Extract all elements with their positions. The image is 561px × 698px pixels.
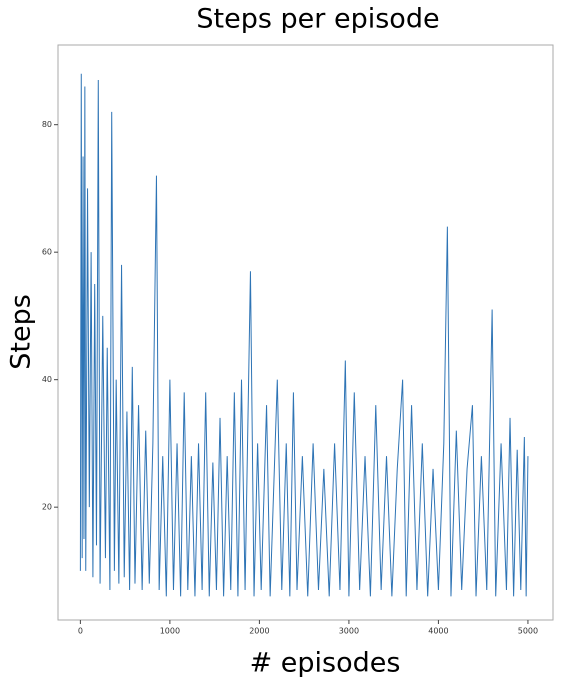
y-tick-label: 40	[42, 375, 52, 384]
x-tick-label: 1000	[160, 627, 180, 636]
x-tick-label: 5000	[518, 627, 538, 636]
y-tick-label: 20	[42, 503, 52, 512]
x-tick-label: 3000	[339, 627, 359, 636]
y-tick-label: 80	[42, 120, 52, 129]
chart-title: Steps per episode	[196, 4, 439, 35]
x-axis-label: # episodes	[250, 648, 401, 679]
y-axis-label: Steps	[6, 294, 37, 370]
x-tick-label: 0	[78, 627, 83, 636]
plot-frame	[57, 44, 554, 621]
y-tick-label: 60	[42, 248, 52, 257]
x-tick-label: 2000	[249, 627, 269, 636]
data-line	[79, 73, 529, 597]
x-tick-label: 4000	[428, 627, 448, 636]
